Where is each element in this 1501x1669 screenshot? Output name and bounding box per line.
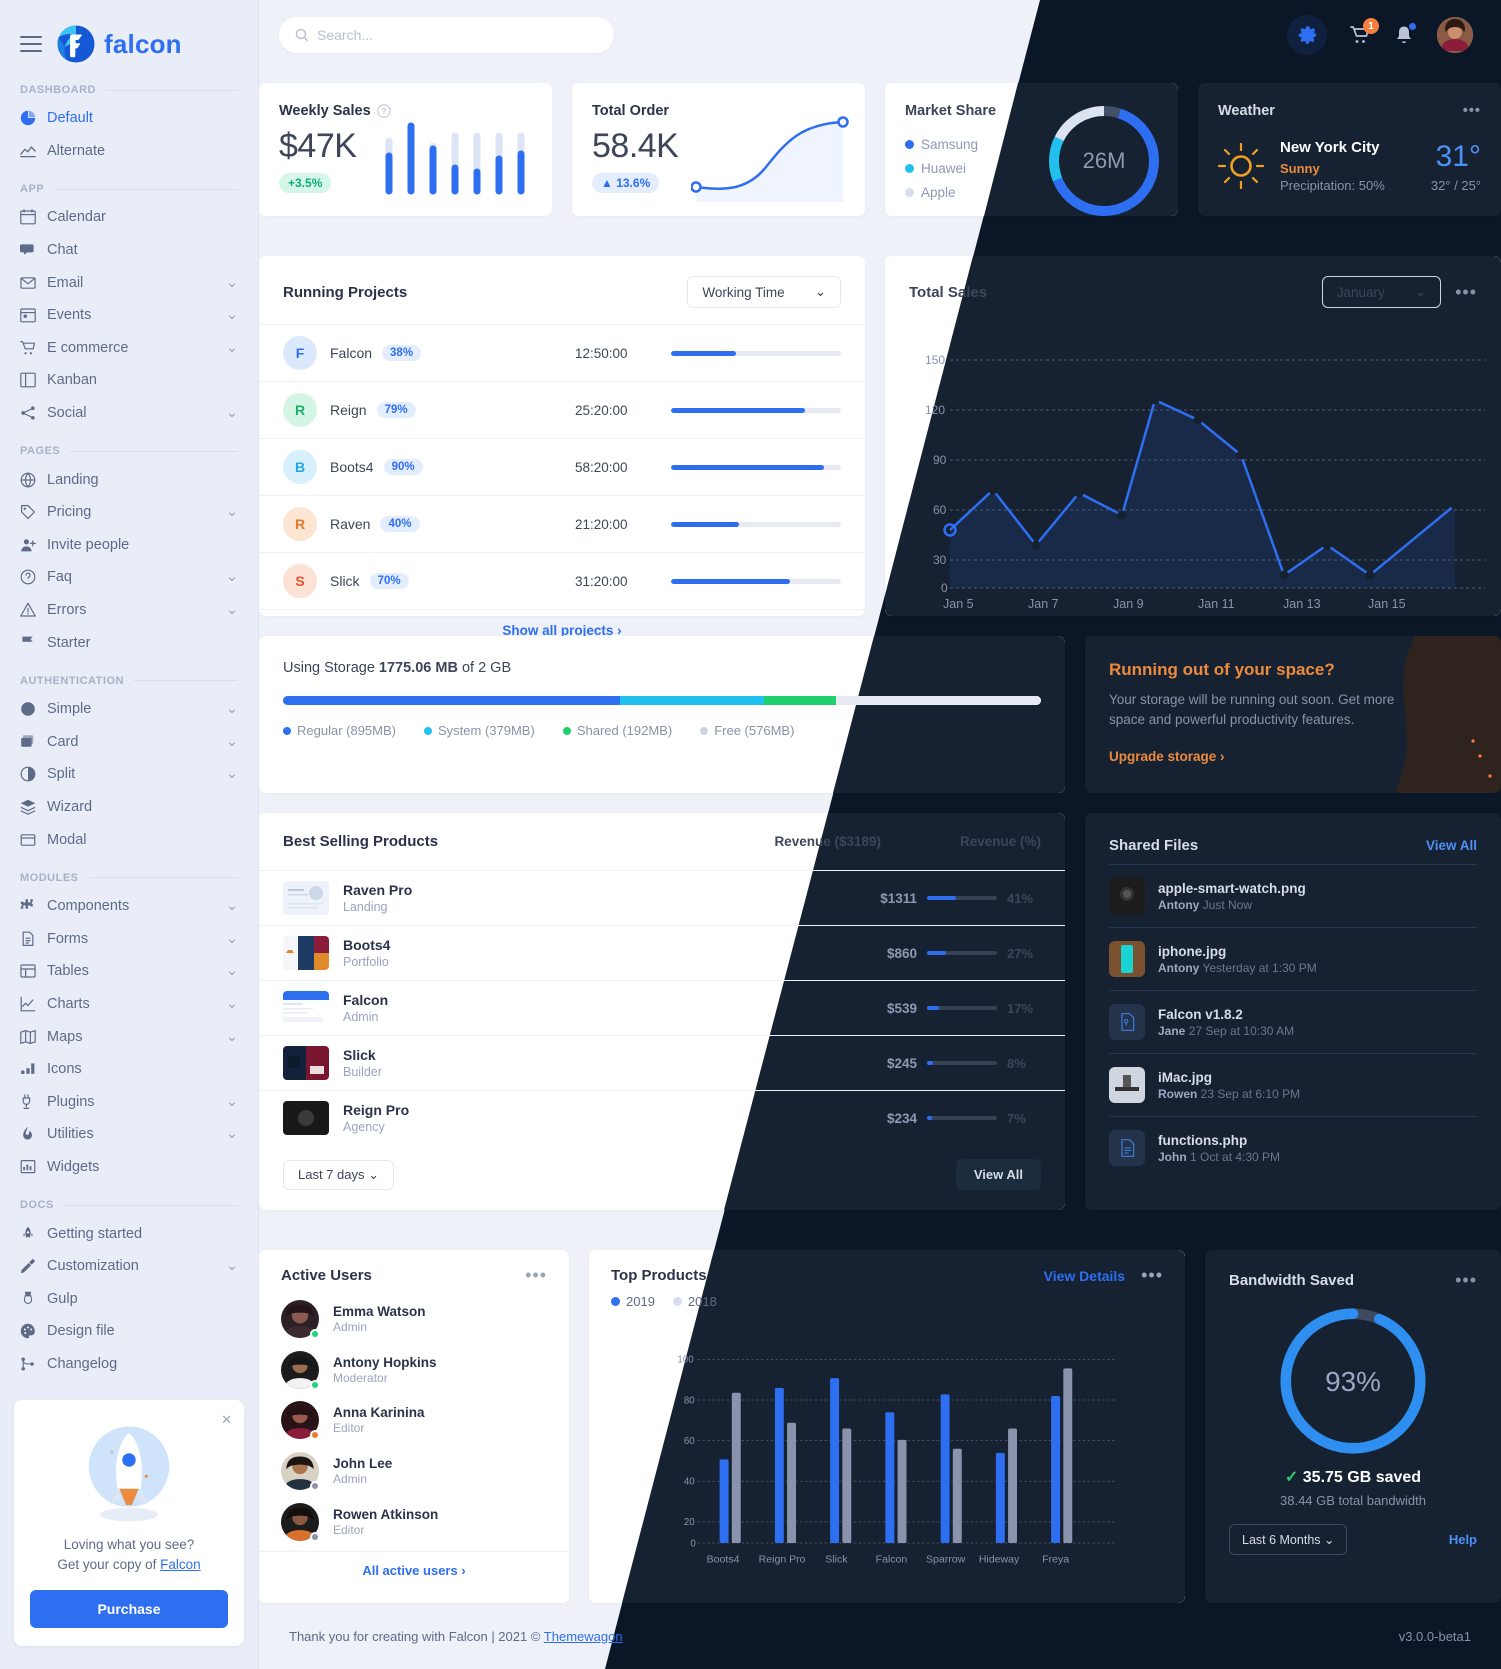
svg-text:20: 20	[684, 1517, 695, 1528]
svg-text:Jan 9: Jan 9	[1113, 597, 1144, 608]
svg-text:?: ?	[381, 106, 386, 116]
svg-text:93%: 93%	[1325, 1366, 1381, 1397]
svg-text:Jan 5: Jan 5	[943, 597, 974, 608]
svg-text:60: 60	[684, 1436, 695, 1447]
svg-text:40: 40	[684, 1477, 695, 1488]
svg-text:Slick: Slick	[825, 1554, 848, 1566]
svg-text:150: 150	[925, 353, 945, 367]
svg-text:120: 120	[925, 403, 945, 417]
svg-text:0: 0	[941, 581, 948, 595]
svg-text:Boots4: Boots4	[707, 1554, 740, 1566]
svg-text:Jan 13: Jan 13	[1283, 597, 1321, 608]
svg-text:Reign Pro: Reign Pro	[759, 1554, 806, 1566]
svg-text:Hideway: Hideway	[979, 1554, 1020, 1566]
svg-text:0: 0	[690, 1538, 696, 1549]
svg-text:26M: 26M	[1083, 148, 1126, 173]
svg-text:Jan 7: Jan 7	[1028, 597, 1059, 608]
svg-text:Jan 11: Jan 11	[1198, 597, 1235, 608]
svg-text:60: 60	[933, 503, 947, 517]
svg-text:30: 30	[933, 553, 947, 567]
svg-text:100: 100	[677, 1355, 694, 1366]
svg-text:Freya: Freya	[1042, 1554, 1069, 1566]
svg-text:Jan 15: Jan 15	[1368, 597, 1406, 608]
svg-text:90: 90	[933, 453, 947, 467]
svg-text:Sparrow: Sparrow	[926, 1554, 966, 1566]
svg-text:Falcon: Falcon	[876, 1554, 908, 1566]
svg-text:80: 80	[684, 1395, 695, 1406]
